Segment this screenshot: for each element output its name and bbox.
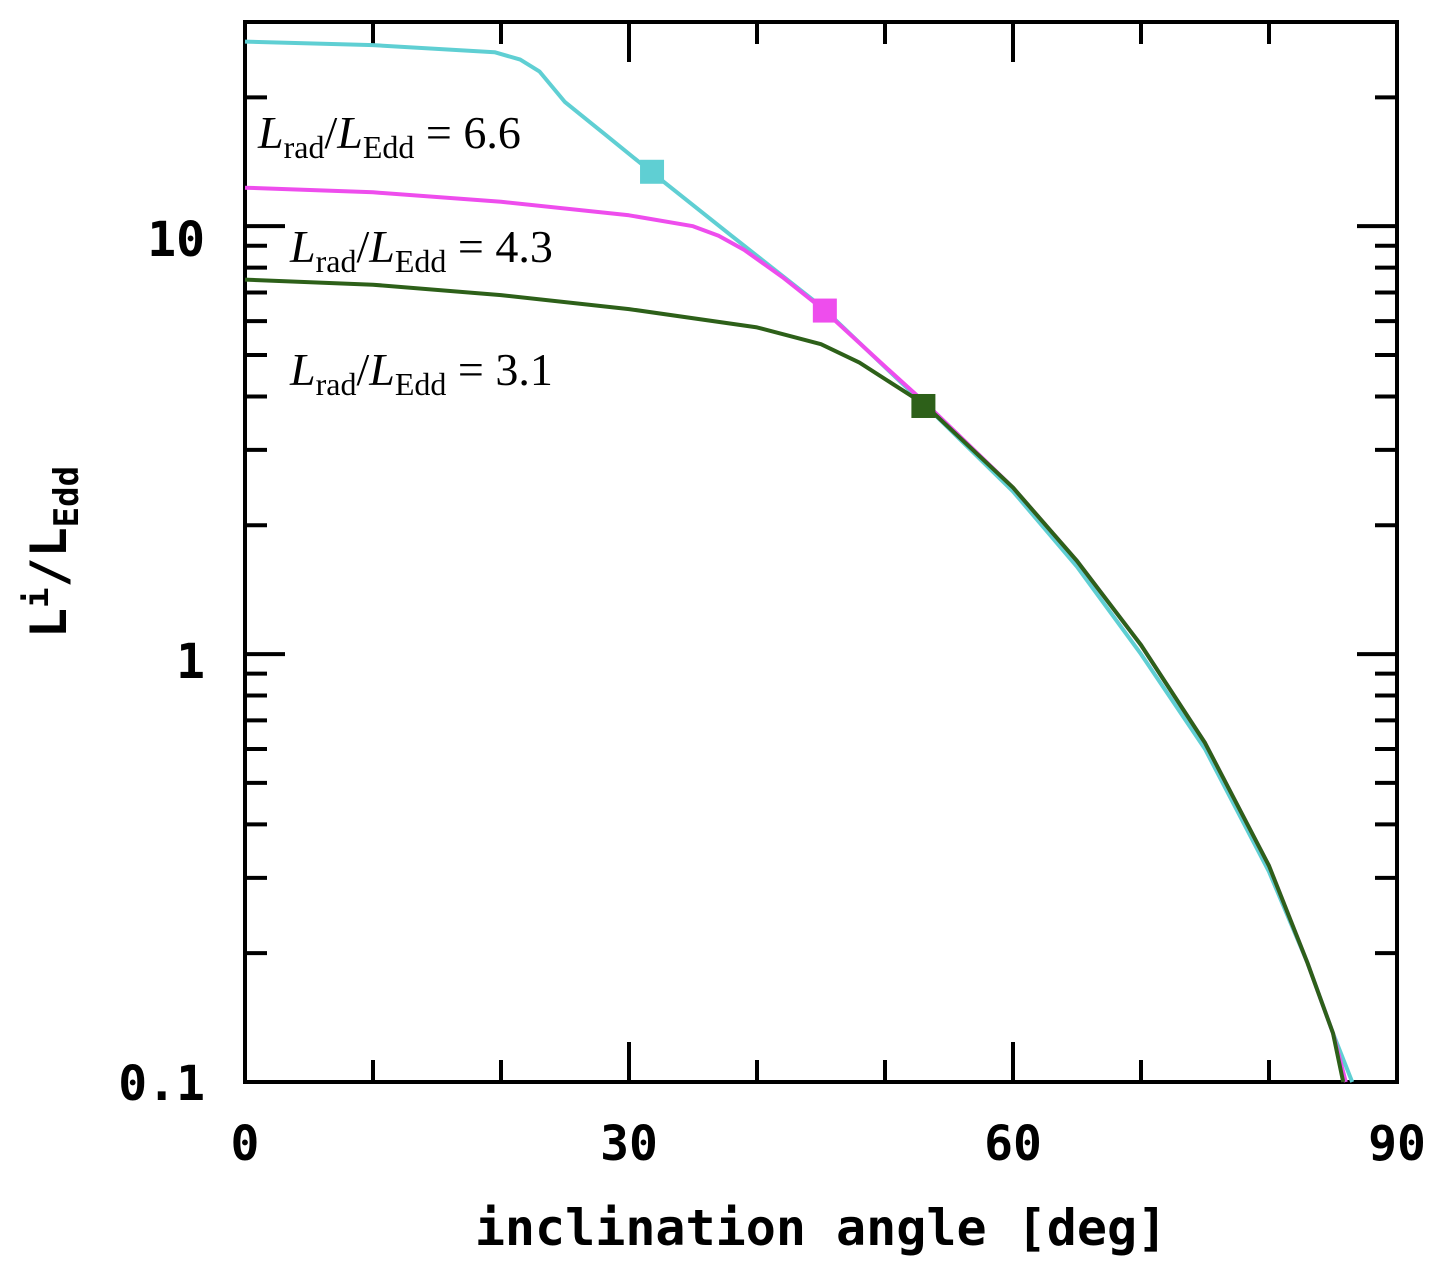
series-marker-1 [812, 298, 837, 323]
y-axis-title-slash: / [20, 557, 78, 587]
y-axis-title-main2: L [20, 527, 78, 557]
annotation-3-1: Lrad/LEdd = 3.1 [289, 344, 553, 402]
x-tick-label: 0 [231, 1116, 260, 1172]
y-axis-title-sup: i [17, 588, 57, 608]
y-tick-label: 10 [147, 212, 205, 268]
x-axis-title: inclination angle [deg] [475, 1199, 1167, 1257]
x-tick-label: 90 [1368, 1116, 1426, 1172]
annotation-6-6: Lrad/LEdd = 6.6 [257, 107, 521, 165]
marker-layer [640, 159, 936, 418]
x-tick-label: 60 [984, 1116, 1042, 1172]
y-tick-label: 1 [176, 634, 205, 690]
series-marker-2 [911, 393, 936, 418]
minor-ticks [245, 20, 1397, 1082]
series-line-2 [244, 277, 1346, 1083]
x-tick-label: 30 [600, 1116, 658, 1172]
series-marker-0 [640, 159, 665, 184]
y-axis-title: Li/LEdd [17, 466, 87, 638]
plot-area [243, 20, 1399, 1084]
y-axis-title-sub: Edd [47, 466, 87, 527]
y-tick-label: 0.1 [118, 1056, 205, 1112]
y-axis-title-main: L [20, 608, 78, 638]
svg-text:Li/LEdd: Li/LEdd [17, 466, 87, 638]
annotation-4-3: Lrad/LEdd = 4.3 [289, 221, 553, 279]
